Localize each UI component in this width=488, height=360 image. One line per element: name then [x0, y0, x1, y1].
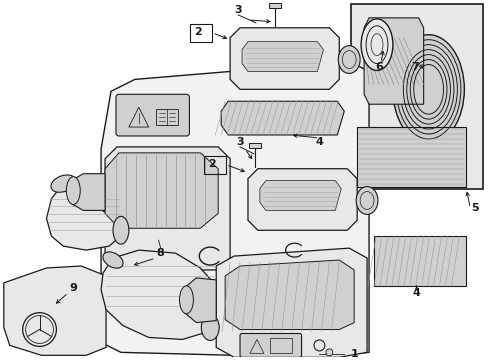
Polygon shape [184, 278, 216, 323]
Polygon shape [105, 147, 230, 270]
Polygon shape [216, 248, 366, 357]
Bar [155, 109, 177, 125]
Ellipse shape [113, 216, 129, 244]
Bar [204, 156, 225, 174]
Bar [269, 338, 291, 353]
Ellipse shape [102, 252, 123, 268]
Text: 7: 7 [410, 63, 418, 72]
Ellipse shape [360, 19, 392, 71]
Text: 8: 8 [157, 248, 164, 258]
Text: 1: 1 [349, 349, 357, 359]
Polygon shape [247, 169, 356, 230]
Polygon shape [101, 62, 368, 357]
Bar [190, 24, 212, 42]
Polygon shape [373, 236, 466, 286]
Bar [350, 4, 482, 189]
Ellipse shape [325, 349, 332, 356]
Ellipse shape [22, 312, 56, 346]
Ellipse shape [338, 46, 359, 73]
Ellipse shape [51, 175, 76, 192]
Polygon shape [230, 28, 339, 89]
Polygon shape [356, 127, 466, 186]
Polygon shape [71, 174, 105, 210]
Bar [268, 3, 280, 8]
Text: 5: 5 [470, 203, 478, 213]
Text: 9: 9 [69, 283, 77, 293]
Polygon shape [221, 101, 344, 135]
Text: 4: 4 [315, 137, 323, 147]
Ellipse shape [392, 35, 464, 144]
Text: 2: 2 [208, 159, 216, 169]
Bar [248, 143, 260, 148]
FancyBboxPatch shape [240, 333, 301, 357]
Polygon shape [259, 181, 341, 210]
Ellipse shape [201, 315, 219, 341]
Polygon shape [4, 266, 106, 355]
Ellipse shape [66, 177, 80, 204]
Polygon shape [242, 42, 323, 72]
Polygon shape [364, 18, 423, 104]
Polygon shape [46, 184, 121, 250]
Text: 4: 4 [412, 288, 420, 298]
Text: 2: 2 [194, 27, 202, 37]
Ellipse shape [179, 286, 193, 314]
Polygon shape [224, 260, 353, 329]
Text: 3: 3 [236, 137, 244, 147]
Text: 3: 3 [234, 5, 242, 15]
FancyBboxPatch shape [116, 94, 189, 136]
Text: 6: 6 [374, 63, 382, 72]
Polygon shape [101, 250, 218, 339]
Ellipse shape [355, 186, 377, 215]
Polygon shape [105, 153, 218, 228]
